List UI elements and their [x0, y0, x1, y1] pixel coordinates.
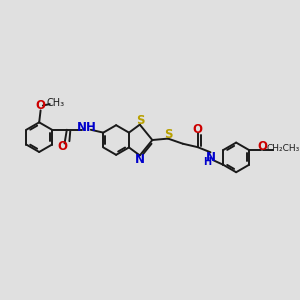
Text: N: N — [135, 154, 146, 166]
Text: CH₂CH₃: CH₂CH₃ — [266, 144, 299, 153]
Text: O: O — [57, 140, 67, 153]
Text: O: O — [193, 123, 203, 136]
Text: S: S — [164, 128, 173, 140]
Text: S: S — [136, 114, 145, 127]
Text: O: O — [36, 99, 46, 112]
Text: H: H — [203, 157, 211, 167]
Text: N: N — [206, 152, 216, 164]
Text: CH₃: CH₃ — [46, 98, 64, 108]
Text: NH: NH — [77, 121, 97, 134]
Text: O: O — [258, 140, 268, 152]
